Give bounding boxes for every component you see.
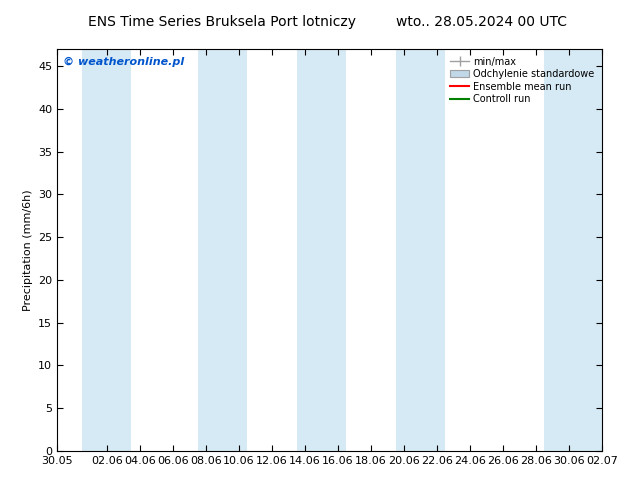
Text: ENS Time Series Bruksela Port lotniczy: ENS Time Series Bruksela Port lotniczy (88, 15, 356, 29)
Bar (396, 49, 445, 451)
Bar (545, 49, 602, 451)
Text: © weatheronline.pl: © weatheronline.pl (63, 57, 184, 67)
Bar (82, 49, 131, 451)
Text: wto.. 28.05.2024 00 UTC: wto.. 28.05.2024 00 UTC (396, 15, 567, 29)
Bar (297, 49, 346, 451)
Bar (198, 49, 247, 451)
Y-axis label: Precipitation (mm/6h): Precipitation (mm/6h) (23, 189, 32, 311)
Legend: min/max, Odchylenie standardowe, Ensemble mean run, Controll run: min/max, Odchylenie standardowe, Ensembl… (447, 54, 597, 107)
